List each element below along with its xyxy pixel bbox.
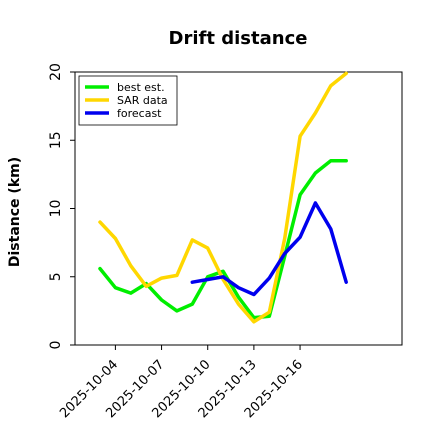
series-line-best-est: [98, 158, 348, 320]
legend-entry-label: SAR data: [117, 94, 168, 107]
y-tick-label: 15: [48, 131, 64, 149]
legend-entry-label: best est.: [117, 81, 165, 94]
y-tick-label: 5: [48, 272, 64, 281]
series-line-forecast: [190, 201, 348, 297]
y-tick-label: 20: [48, 63, 64, 81]
legend-entry-label: forecast: [117, 107, 162, 120]
y-tick-label: 0: [48, 341, 64, 350]
y-axis: 0 5 10 15 20: [48, 63, 75, 349]
series-lines: [98, 71, 348, 324]
y-tick-label: 10: [48, 200, 64, 218]
chart-title: Drift distance: [169, 28, 308, 49]
series-line-sar-data: [98, 71, 348, 324]
x-axis: 2025-10-042025-10-072025-10-102025-10-13…: [57, 345, 306, 421]
y-axis-label: Distance (km): [7, 157, 23, 267]
